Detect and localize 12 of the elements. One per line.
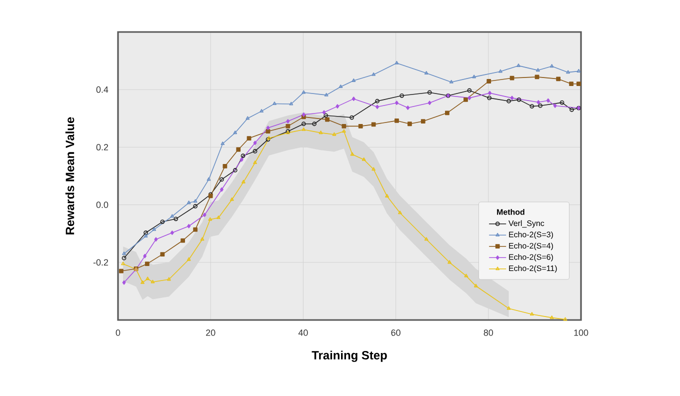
x-tick-label: 40 xyxy=(298,330,308,336)
y-tick-label: 0.4 xyxy=(96,86,108,93)
x-tick-label: 0 xyxy=(116,330,120,336)
x-axis-title: Training Step xyxy=(312,350,387,362)
y-axis-title: Rewards Mean Value xyxy=(65,117,74,234)
y-tick-label: 0.0 xyxy=(96,202,108,208)
y-tick-label: 0.2 xyxy=(96,144,108,150)
y-tick-label: -0.2 xyxy=(93,259,108,266)
x-tick-label: 80 xyxy=(484,330,494,336)
x-tick-label: 100 xyxy=(574,330,588,336)
x-tick-label: 20 xyxy=(206,330,216,336)
x-tick-label: 60 xyxy=(391,330,400,336)
